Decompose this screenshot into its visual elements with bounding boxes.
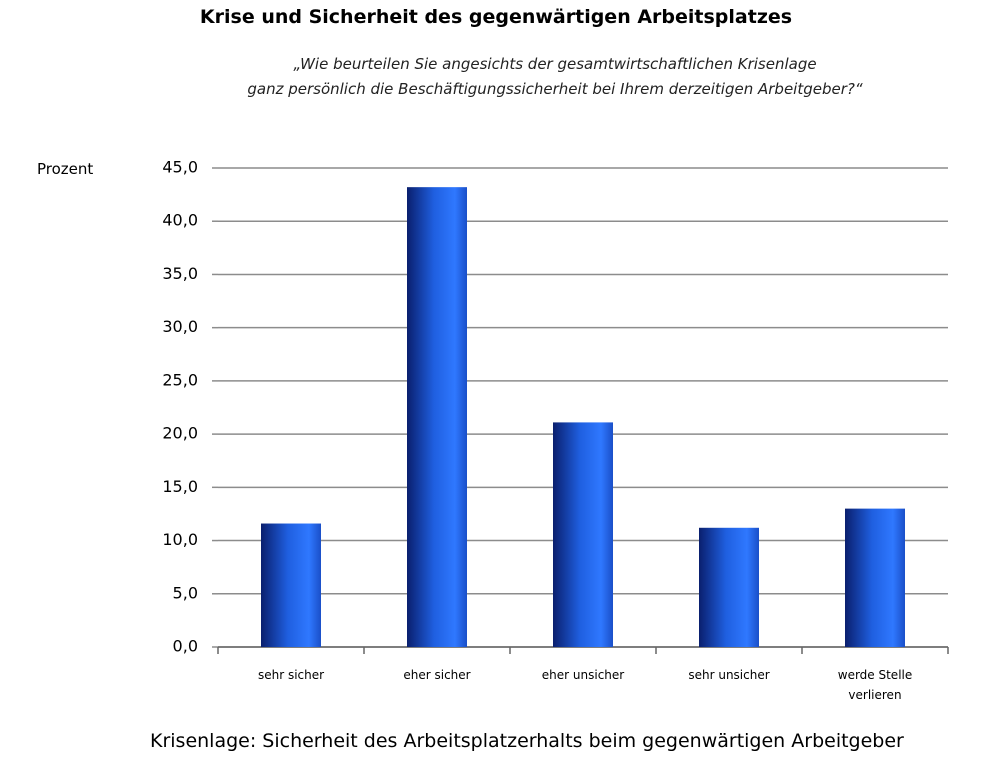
caption: Krisenlage: Sicherheit des Arbeitsplatze… <box>150 730 904 752</box>
bar <box>845 508 905 647</box>
y-tick-label: 45,0 <box>162 158 198 177</box>
bar <box>261 523 321 647</box>
y-tick-label: 25,0 <box>162 370 198 389</box>
y-tick-label: 30,0 <box>162 317 198 336</box>
bar <box>553 422 613 647</box>
chart-subtitle: ganz persönlich die Beschäftigungssicher… <box>247 80 863 98</box>
x-tick-label: sehr unsicher <box>688 668 770 682</box>
y-tick-label: 15,0 <box>162 477 198 496</box>
chart-title: Krise und Sicherheit des gegenwärtigen A… <box>199 6 793 28</box>
chart-subtitle: „Wie beurteilen Sie angesichts der gesam… <box>293 55 817 73</box>
y-tick-label: 5,0 <box>173 583 198 602</box>
y-tick-label: 20,0 <box>162 424 198 443</box>
x-tick-label: eher sicher <box>403 668 471 682</box>
y-tick-label: 0,0 <box>173 637 198 656</box>
x-tick-label: sehr sicher <box>257 668 325 682</box>
y-axis-label: Prozent <box>37 160 94 178</box>
bar <box>407 187 467 647</box>
bar <box>699 527 759 647</box>
x-tick-label: werde Stelle verlieren <box>837 668 913 702</box>
y-tick-label: 40,0 <box>162 211 198 230</box>
y-tick-label: 10,0 <box>162 530 198 549</box>
y-tick-label: 35,0 <box>162 264 198 283</box>
x-tick-label: eher unsicher <box>541 668 625 682</box>
